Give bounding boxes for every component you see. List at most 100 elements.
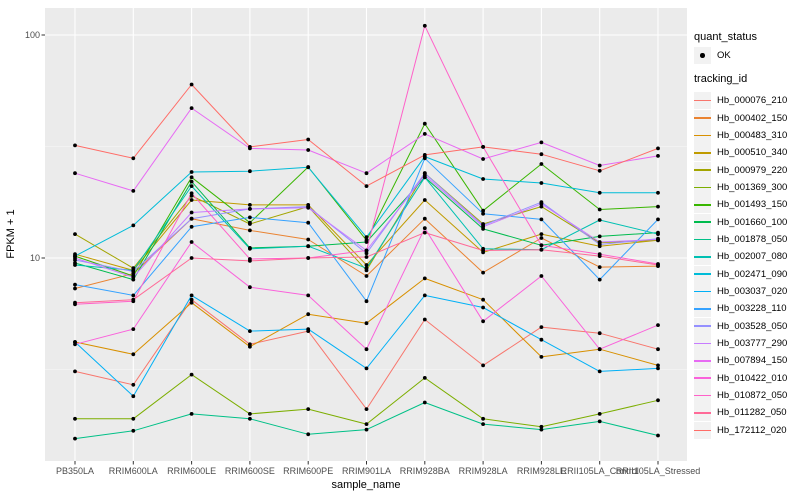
data-point xyxy=(364,171,369,176)
legend-item-label: Hb_002007_080 xyxy=(717,251,788,263)
data-point xyxy=(131,189,136,193)
legend-key-swatch xyxy=(694,213,711,231)
data-point xyxy=(481,363,485,368)
data-point xyxy=(131,352,136,357)
data-point xyxy=(597,207,602,212)
x-tick-label: RRII105LA_Control xyxy=(560,466,639,476)
data-point xyxy=(364,321,369,326)
x-tick-label: RRII105LA_Stressed xyxy=(615,466,701,476)
legend-key-swatch xyxy=(694,230,711,248)
data-point xyxy=(189,184,194,189)
data-point xyxy=(597,190,602,195)
data-point xyxy=(248,246,252,251)
data-point xyxy=(597,163,602,168)
data-point xyxy=(131,394,136,399)
data-point xyxy=(656,347,660,352)
data-point xyxy=(248,203,252,207)
data-point xyxy=(73,256,77,260)
data-point xyxy=(306,220,311,225)
data-point xyxy=(189,372,194,377)
legend-item-label: Hb_000979_220 xyxy=(717,164,788,176)
data-point xyxy=(422,376,427,380)
data-point xyxy=(306,244,311,249)
data-point xyxy=(656,366,660,371)
legend-item-label: Hb_001878_050 xyxy=(717,233,788,245)
legend-key-line xyxy=(694,99,711,102)
legend-key-swatch xyxy=(694,248,711,266)
data-point xyxy=(189,82,194,87)
legend-key-swatch xyxy=(694,369,711,387)
point-marker-icon xyxy=(700,53,705,58)
data-point xyxy=(306,148,311,152)
data-point xyxy=(73,171,77,176)
legend-item: Hb_001660_100 xyxy=(694,213,788,231)
data-point xyxy=(539,243,544,248)
data-point xyxy=(189,198,194,202)
data-point xyxy=(248,228,252,233)
data-point xyxy=(189,300,194,305)
data-point xyxy=(189,106,194,110)
data-point xyxy=(189,210,194,215)
legend-item: Hb_003528_050 xyxy=(694,317,787,335)
data-point xyxy=(364,274,369,278)
data-point xyxy=(481,297,485,302)
legend-key-swatch xyxy=(694,47,711,65)
x-tick-label: RRIM600LE xyxy=(167,466,217,476)
x-tick-label: RRIM928LA xyxy=(458,466,508,476)
data-point xyxy=(364,266,369,271)
legend-item-label: Hb_003228_110 xyxy=(717,303,787,315)
data-point xyxy=(481,305,485,310)
legend-item: Hb_002007_080 xyxy=(694,248,788,266)
legend-key-swatch xyxy=(694,161,711,179)
data-point xyxy=(189,412,194,416)
data-point xyxy=(539,162,544,166)
legend-item-label: Hb_002471_090 xyxy=(717,268,788,280)
legend-item-label: Hb_001660_100 xyxy=(717,216,788,228)
y-tick-label: 10 xyxy=(29,252,40,263)
legend-tracking-id-items: Hb_000076_210 Hb_000402_150 Hb_000483_310 H… xyxy=(694,92,787,439)
legend-item: Hb_001878_050 xyxy=(694,230,788,248)
data-point xyxy=(597,234,602,239)
data-point xyxy=(364,235,369,240)
data-point xyxy=(364,240,369,244)
legend-key-swatch xyxy=(694,178,711,196)
data-point xyxy=(656,154,660,158)
legend-key-swatch xyxy=(694,126,711,144)
data-point xyxy=(422,293,427,298)
data-point xyxy=(539,181,544,185)
data-point xyxy=(481,145,485,149)
data-point xyxy=(481,248,485,253)
legend: quant_status OK tracking_id Hb_000076_21… xyxy=(690,0,800,500)
data-point xyxy=(364,366,369,371)
data-point xyxy=(656,323,660,327)
data-point xyxy=(364,347,369,352)
legend-item-label: Hb_000402_150 xyxy=(717,112,788,124)
legend-key-swatch xyxy=(694,421,711,439)
data-point xyxy=(131,293,136,298)
legend-key-line xyxy=(694,204,711,206)
legend-item-label: Hb_011282_050 xyxy=(717,407,787,419)
data-point xyxy=(481,416,485,421)
x-tick-label: RRIM928LE xyxy=(516,466,566,476)
data-point xyxy=(597,168,602,173)
legend-key-line xyxy=(694,394,711,397)
data-point xyxy=(422,121,427,126)
data-point xyxy=(73,300,77,305)
legend-item: Hb_000510_340 xyxy=(694,144,787,162)
data-point xyxy=(189,216,194,221)
legend-item-label: Hb_003037_020 xyxy=(717,285,788,297)
legend-item: Hb_003228_110 xyxy=(694,300,787,318)
data-point xyxy=(656,146,660,151)
data-point xyxy=(248,169,252,174)
legend-key-line xyxy=(694,186,711,189)
legend-key-line xyxy=(694,412,711,414)
data-point xyxy=(189,293,194,298)
legend-item-label: Hb_001369_300 xyxy=(717,181,788,193)
legend-item: Hb_011282_050 xyxy=(694,404,787,422)
data-point xyxy=(131,382,136,387)
legend-item: Hb_000402_150 xyxy=(694,109,788,127)
data-point xyxy=(656,217,660,222)
data-point xyxy=(73,369,77,374)
legend-key-swatch xyxy=(694,109,711,127)
